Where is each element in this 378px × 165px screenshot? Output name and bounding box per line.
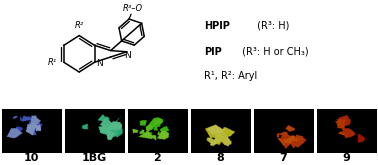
Text: HPIP: HPIP xyxy=(204,21,230,31)
Text: 10: 10 xyxy=(24,153,39,163)
Text: PIP: PIP xyxy=(204,47,222,57)
Text: (R³: H or CH₃): (R³: H or CH₃) xyxy=(239,47,309,57)
Text: N: N xyxy=(96,59,103,68)
Text: 1BG: 1BG xyxy=(82,153,107,163)
Text: 9: 9 xyxy=(342,153,350,163)
Text: 2: 2 xyxy=(153,153,161,163)
Text: R³–O: R³–O xyxy=(123,4,143,13)
Text: R²: R² xyxy=(74,21,84,30)
Text: R¹, R²: Aryl: R¹, R²: Aryl xyxy=(204,71,257,81)
Text: 7: 7 xyxy=(280,153,287,163)
Text: N: N xyxy=(124,51,131,60)
Text: 8: 8 xyxy=(217,153,225,163)
Text: R¹: R¹ xyxy=(48,58,57,67)
Text: (R³: H): (R³: H) xyxy=(254,21,289,31)
